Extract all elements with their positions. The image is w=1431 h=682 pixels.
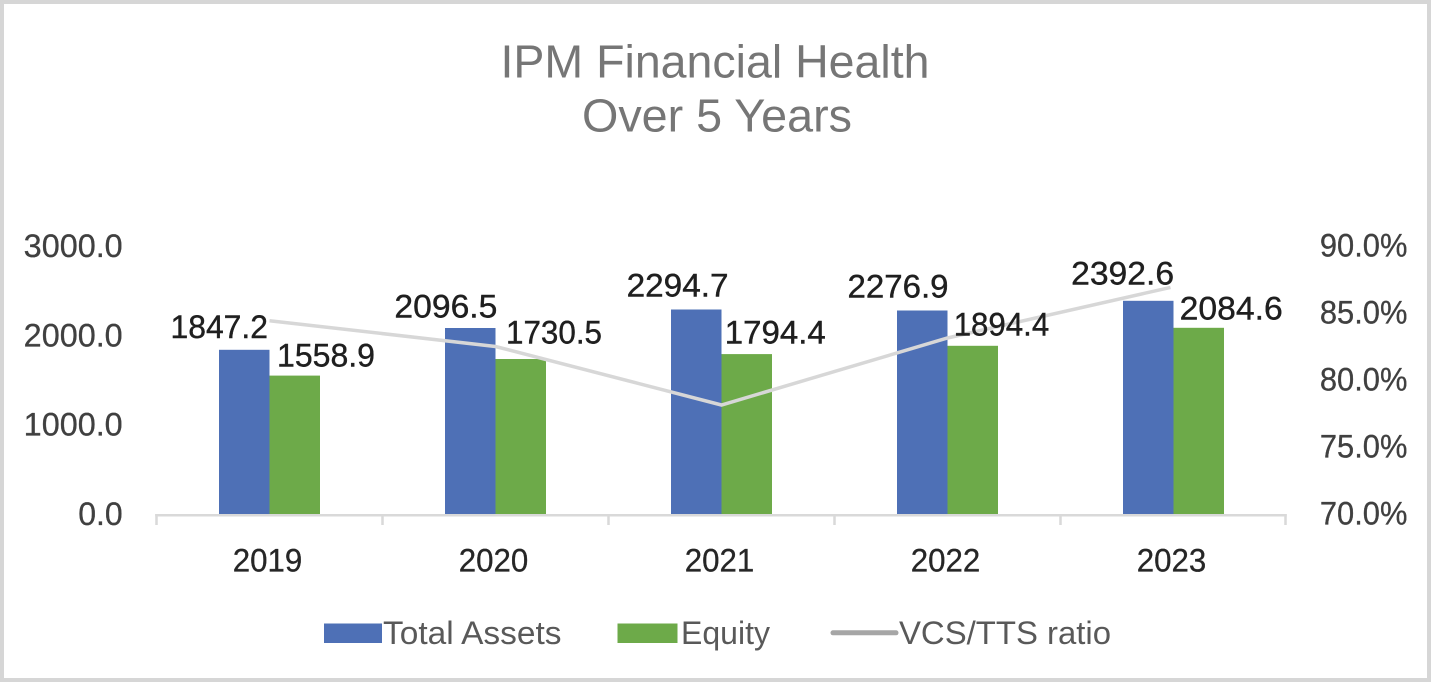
svg-text:VCS/TTS ratio: VCS/TTS ratio xyxy=(899,615,1111,651)
svg-text:1000.0: 1000.0 xyxy=(24,407,123,443)
svg-text:Over 5 Years: Over 5 Years xyxy=(582,90,852,142)
svg-text:Total Assets: Total Assets xyxy=(383,615,562,651)
svg-text:2084.6: 2084.6 xyxy=(1180,290,1283,326)
svg-text:1894.4: 1894.4 xyxy=(954,307,1049,343)
svg-text:2020: 2020 xyxy=(459,542,529,578)
svg-text:2276.9: 2276.9 xyxy=(848,269,949,305)
svg-text:70.0%: 70.0% xyxy=(1320,495,1408,531)
svg-text:1794.4: 1794.4 xyxy=(725,315,826,351)
svg-text:1558.9: 1558.9 xyxy=(277,338,375,374)
svg-text:85.0%: 85.0% xyxy=(1320,294,1408,330)
svg-text:2023: 2023 xyxy=(1137,542,1207,578)
svg-text:1730.5: 1730.5 xyxy=(506,315,602,351)
svg-text:2019: 2019 xyxy=(233,542,303,578)
svg-text:2021: 2021 xyxy=(685,542,755,578)
svg-text:2096.5: 2096.5 xyxy=(394,289,497,325)
svg-text:75.0%: 75.0% xyxy=(1320,428,1408,464)
svg-text:0.0: 0.0 xyxy=(78,496,122,532)
svg-text:2392.6: 2392.6 xyxy=(1071,255,1174,291)
svg-text:Equity: Equity xyxy=(681,615,770,651)
svg-text:90.0%: 90.0% xyxy=(1320,227,1408,263)
svg-text:80.0%: 80.0% xyxy=(1320,361,1408,397)
svg-text:2294.7: 2294.7 xyxy=(627,268,729,304)
svg-text:2000.0: 2000.0 xyxy=(24,317,123,353)
svg-text:1847.2: 1847.2 xyxy=(171,309,269,345)
svg-text:3000.0: 3000.0 xyxy=(24,228,123,264)
svg-text:2022: 2022 xyxy=(911,542,981,578)
svg-text:IPM Financial Health: IPM Financial Health xyxy=(501,36,930,88)
